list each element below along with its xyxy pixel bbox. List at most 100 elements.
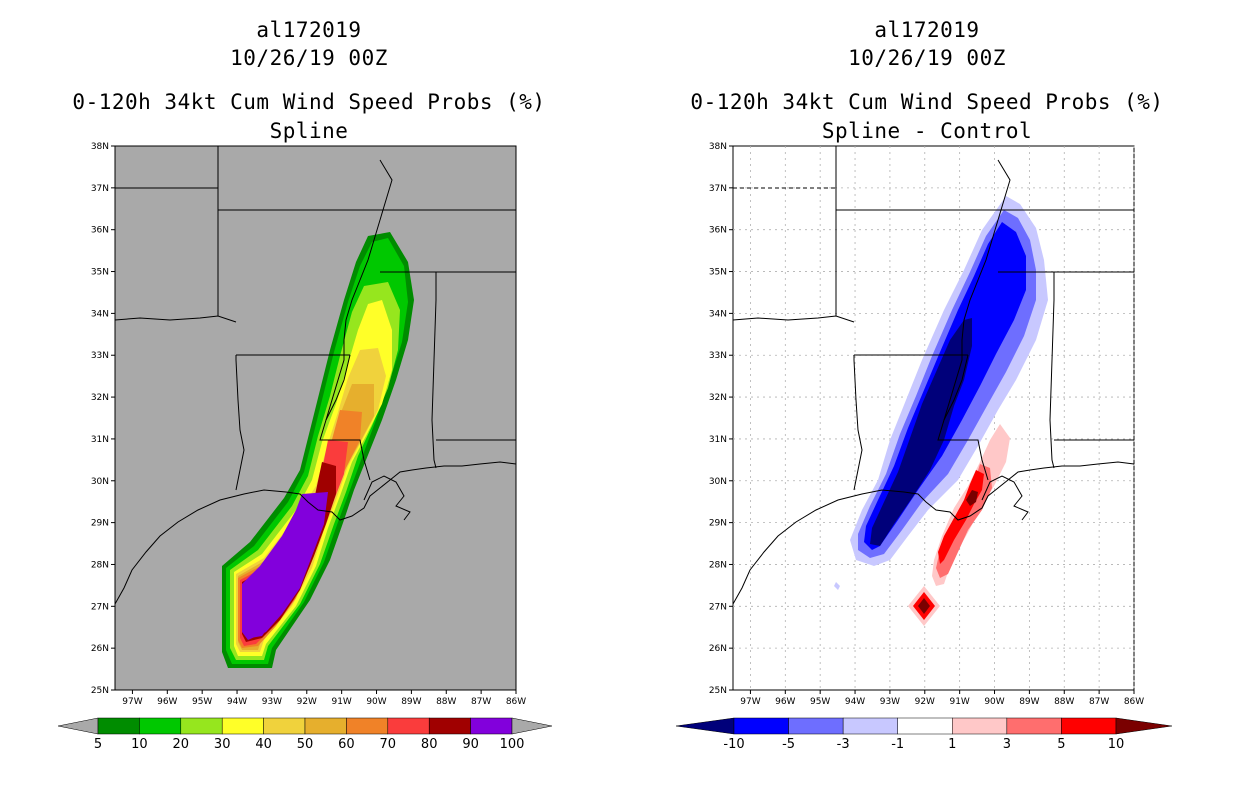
colorbar-box: [263, 717, 306, 735]
forecast-time: 10/26/19 00Z: [230, 46, 388, 70]
lon-ticks: 97W 96W 95W 94W 93W 92W 91W 90W 89W 88W 87W 86W: [122, 690, 526, 707]
colorbar-label: 5: [94, 737, 102, 752]
lat-tick-label: 33N: [709, 351, 727, 361]
lon-tick-label: 93W: [880, 697, 900, 707]
state-border-ms-river-north: [997, 159, 1011, 221]
colorbar-box: [180, 717, 223, 735]
coastline-detail: [981, 475, 1029, 521]
lat-ticks: 38N 37N 36N 35N 34N 33N 32N 31N 30N 29N 28N 27N 26N 2…: [709, 142, 733, 696]
lon-tick-label: 95W: [810, 697, 830, 707]
forecast-time: 10/26/19 00Z: [848, 46, 1006, 70]
product-title: 0-120h 34kt Cum Wind Speed Probs (%): [72, 90, 546, 114]
lat-tick-label: 33N: [91, 351, 109, 361]
lat-tick-label: 28N: [709, 560, 727, 570]
lat-tick-label: 34N: [709, 309, 727, 319]
colorbar-box: [470, 717, 513, 735]
colorbar-label: 100: [500, 737, 525, 752]
difference-contours: [834, 196, 1048, 626]
colorbar-label: 60: [338, 737, 355, 752]
lon-tick-label: 87W: [1089, 697, 1109, 707]
colorbar-label: 20: [173, 737, 190, 752]
lon-tick-label: 97W: [122, 697, 142, 707]
lat-tick-label: 27N: [91, 602, 109, 612]
difference-panel: al172019 10/26/19 00Z 0-120h 34kt Cum Wi…: [618, 0, 1236, 800]
colorbar-label: 5: [1057, 737, 1065, 752]
product-title: 0-120h 34kt Cum Wind Speed Probs (%): [690, 90, 1164, 114]
storm-id: al172019: [874, 18, 980, 42]
lat-tick-label: 38N: [709, 142, 727, 152]
colorbar: -10 -5 -3 -1 1 3 5 10: [675, 717, 1173, 752]
lon-tick-label: 94W: [227, 697, 247, 707]
colorbar-label: 40: [255, 737, 272, 752]
lat-tick-label: 32N: [709, 393, 727, 403]
dashed-borders: [733, 187, 1134, 441]
lon-ticks: 97W 96W 95W 94W 93W 92W 91W 90W 89W 88W 87W 86W: [740, 690, 1144, 707]
method-title: Spline - Control: [821, 119, 1033, 143]
lat-tick-label: 30N: [91, 477, 109, 487]
colorbar-high-arrow: [1115, 717, 1173, 735]
lon-tick-label: 88W: [436, 697, 456, 707]
colorbar-label: 50: [297, 737, 314, 752]
state-border-ms-al: [431, 272, 437, 469]
lon-tick-label: 96W: [775, 697, 795, 707]
colorbar-box: [897, 717, 953, 735]
lat-tick-label: 26N: [91, 644, 109, 654]
lat-tick-label: 32N: [91, 393, 109, 403]
lon-tick-label: 88W: [1054, 697, 1074, 707]
lat-tick-label: 25N: [91, 686, 109, 696]
lat-ticks: 38N 37N 36N 35N 34N 33N 32N 31N 30N 29N 28N 27N 26N 2…: [91, 142, 115, 696]
colorbar-label: 3: [1003, 737, 1011, 752]
lat-tick-label: 26N: [709, 644, 727, 654]
lat-tick-label: 34N: [91, 309, 109, 319]
lon-tick-label: 89W: [401, 697, 421, 707]
state-border-tx-east: [235, 355, 245, 491]
lon-tick-label: 90W: [366, 697, 386, 707]
state-border-ms-river-north: [379, 159, 393, 221]
colorbar-box: [1061, 717, 1117, 735]
colorbar-low-arrow: [57, 717, 99, 735]
lon-tick-label: 90W: [984, 697, 1004, 707]
colorbar-box: [952, 717, 1008, 735]
colorbar-box: [97, 717, 140, 735]
state-border-tx-north: [114, 315, 237, 323]
lon-tick-label: 97W: [740, 697, 760, 707]
lon-tick-label: 86W: [1124, 697, 1144, 707]
neg-10: [870, 318, 972, 546]
state-border-la-ms: [937, 354, 989, 481]
lon-tick-label: 92W: [297, 697, 317, 707]
colorbar-box: [387, 717, 430, 735]
colorbar: 5 10 20 30 40 50 60 70 80 90 100: [57, 717, 553, 752]
storm-id: al172019: [256, 18, 362, 42]
colorbar-label: -3: [837, 737, 850, 752]
state-border-la-ms: [319, 354, 371, 481]
spline-panel: al172019 10/26/19 00Z 0-120h 34kt Cum Wi…: [57, 18, 553, 752]
colorbar-box: [346, 717, 389, 735]
colorbar-low-arrow: [675, 717, 735, 735]
lon-tick-label: 86W: [506, 697, 526, 707]
lat-tick-label: 27N: [709, 602, 727, 612]
colorbar-high-arrow: [511, 717, 553, 735]
dashed-borders: [115, 187, 516, 441]
colorbar-label: 10: [131, 737, 148, 752]
lat-tick-label: 28N: [91, 560, 109, 570]
lat-tick-label: 29N: [91, 519, 109, 529]
pos-10: [966, 490, 978, 506]
lat-tick-label: 35N: [91, 268, 109, 278]
lon-tick-label: 91W: [331, 697, 351, 707]
lat-tick-label: 36N: [709, 226, 727, 236]
lat-tick-label: 31N: [91, 435, 109, 445]
lon-tick-label: 95W: [192, 697, 212, 707]
gulf-coastline: [732, 461, 1135, 605]
state-border-ms-al: [1049, 272, 1055, 469]
colorbar-box: [304, 717, 347, 735]
gulf-coastline: [114, 461, 517, 605]
colorbar-label: -10: [723, 737, 744, 752]
coastline-detail: [363, 475, 411, 521]
probability-contours: [222, 232, 414, 668]
mississippi-river: [325, 219, 381, 421]
colorbar-box: [428, 717, 471, 735]
spline-map: 38N 37N 36N 35N 34N 33N 32N 31N 30N 29N 28N 27N 26N 2…: [57, 142, 553, 752]
lon-tick-label: 91W: [949, 697, 969, 707]
lat-tick-label: 25N: [709, 686, 727, 696]
colorbar-label: 10: [1108, 737, 1125, 752]
